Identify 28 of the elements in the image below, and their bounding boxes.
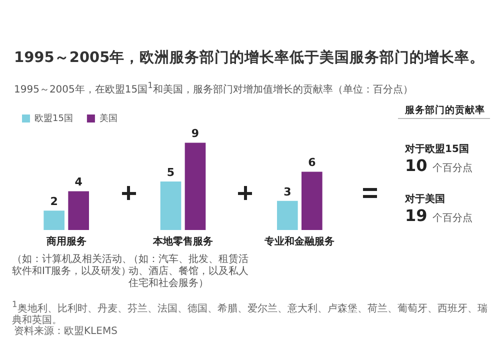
data-label: 2 (50, 194, 58, 208)
text: 对于美国 (405, 192, 445, 206)
bar (302, 172, 322, 230)
text: 服务部门的贡献率 (405, 104, 485, 117)
bar (277, 200, 298, 230)
bar (184, 142, 206, 230)
legend-label: 美国 (99, 112, 118, 124)
text: 10 (405, 156, 428, 175)
data-label: 5 (166, 166, 175, 179)
chart-title: 1995～2005年，欧洲服务部门的增长率低于美国服务部门的增长率。 (14, 48, 485, 67)
legend-label: 欧盟15国 (34, 112, 73, 124)
bar (160, 182, 182, 230)
text: 对于欧盟15国 (405, 142, 469, 156)
x-tick-label: 专业和金融服务 (264, 236, 335, 248)
text: 个百分点 (432, 213, 472, 224)
x-tick-label: 本地零售服务 (152, 236, 213, 248)
data-label: 6 (308, 156, 316, 170)
text: 个百分点 (432, 163, 472, 174)
bar (44, 210, 64, 230)
x-tick-label: 商用服务 (45, 236, 86, 248)
text: 19 (405, 206, 428, 225)
data-label: 3 (284, 185, 292, 198)
bar (68, 191, 89, 230)
data-label: 9 (191, 127, 200, 140)
text: $^{1}$奥地利、比利时、丹麦、芬兰、法国、德国、希腊、爱尔兰、意大利、卢森堡、荷兰、葡萄牙、西班牙、瑞典和英国。 (12, 298, 488, 326)
chart-subtitle: 1995～2005年，在欧盟15国$^{1}$和美国，服务部门对增加值增长的贡献率（单位：百分点） (14, 80, 413, 96)
text: 资料来源：欧盟KLEMS (14, 324, 118, 338)
data-label: 4 (74, 176, 83, 189)
